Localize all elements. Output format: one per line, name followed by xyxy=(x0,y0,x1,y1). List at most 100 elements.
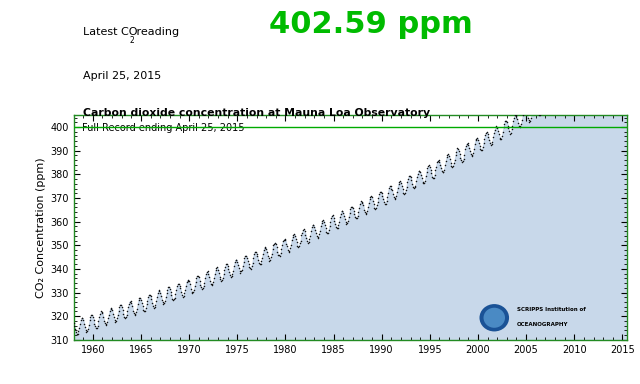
Point xyxy=(480,132,490,138)
Point xyxy=(182,278,193,284)
Ellipse shape xyxy=(484,308,505,328)
Point xyxy=(410,184,420,190)
Point xyxy=(433,157,443,164)
Point xyxy=(476,147,486,153)
Point xyxy=(476,146,486,152)
Point xyxy=(389,196,399,202)
Point xyxy=(521,107,531,113)
Point xyxy=(415,169,426,175)
Point xyxy=(355,201,365,207)
Text: April 25, 2015: April 25, 2015 xyxy=(83,71,161,81)
Point xyxy=(511,112,521,118)
Point xyxy=(232,259,243,265)
Point xyxy=(280,237,291,243)
Point xyxy=(210,271,220,277)
Point xyxy=(244,264,255,270)
Point xyxy=(326,215,336,221)
Point xyxy=(398,190,408,196)
Point xyxy=(536,109,546,115)
Point xyxy=(308,222,318,228)
Point xyxy=(129,310,139,316)
Point xyxy=(101,321,111,328)
Point xyxy=(195,282,205,288)
Point xyxy=(506,129,516,136)
Point xyxy=(329,218,339,224)
Point xyxy=(589,67,600,73)
Point xyxy=(93,323,103,329)
Point xyxy=(397,186,408,192)
Point xyxy=(272,249,282,255)
Point xyxy=(528,103,538,109)
Point xyxy=(302,238,312,244)
Point xyxy=(385,184,396,190)
Point xyxy=(250,249,260,255)
Point xyxy=(460,152,470,158)
Point xyxy=(414,168,424,174)
Point xyxy=(255,261,266,267)
Point xyxy=(442,154,452,161)
Point xyxy=(606,50,616,56)
Point xyxy=(189,287,199,293)
Point xyxy=(388,194,399,200)
Point xyxy=(502,119,512,125)
Point xyxy=(560,86,570,93)
Point xyxy=(547,91,557,97)
Point xyxy=(602,68,612,74)
Point xyxy=(205,278,215,284)
Point xyxy=(404,173,414,179)
Point xyxy=(596,56,607,63)
Point xyxy=(514,122,524,129)
Point xyxy=(497,133,507,139)
Point xyxy=(577,72,587,78)
Y-axis label: CO₂ Concentration (ppm): CO₂ Concentration (ppm) xyxy=(36,157,46,298)
Point xyxy=(412,174,422,180)
Point xyxy=(71,329,81,335)
Point xyxy=(290,233,300,239)
Point xyxy=(570,80,580,86)
Point xyxy=(179,293,189,300)
Point xyxy=(252,253,262,259)
Point xyxy=(84,317,95,323)
Point xyxy=(447,164,458,170)
Point xyxy=(196,284,206,290)
Point xyxy=(159,300,170,306)
Point xyxy=(417,175,427,181)
Point xyxy=(467,152,477,158)
Point xyxy=(337,208,348,214)
Point xyxy=(406,174,416,180)
Point xyxy=(199,280,209,286)
Point xyxy=(204,274,214,280)
Point xyxy=(120,315,130,321)
Point xyxy=(461,141,472,147)
Point xyxy=(230,257,241,263)
Point xyxy=(221,261,232,267)
Point xyxy=(601,68,611,74)
Point xyxy=(520,106,530,112)
Point xyxy=(383,190,393,196)
Point xyxy=(597,56,607,62)
Point xyxy=(115,302,125,308)
Point xyxy=(577,70,588,76)
Point xyxy=(173,281,183,287)
Point xyxy=(593,74,603,80)
Point xyxy=(106,306,116,312)
Point xyxy=(237,267,247,273)
Point xyxy=(469,146,479,152)
Point xyxy=(168,297,178,303)
Point xyxy=(569,76,579,83)
Point xyxy=(495,135,505,141)
Text: OCEANOGRAPHY: OCEANOGRAPHY xyxy=(517,322,568,327)
Point xyxy=(409,185,419,191)
Point xyxy=(394,180,404,187)
Point xyxy=(374,191,385,197)
Point xyxy=(300,228,310,234)
Point xyxy=(134,297,144,303)
Point xyxy=(269,241,279,247)
Point xyxy=(224,269,234,275)
Point xyxy=(122,312,132,318)
Point xyxy=(191,275,202,281)
Point xyxy=(143,294,154,300)
Point xyxy=(428,175,438,181)
Point xyxy=(538,96,548,103)
Point xyxy=(509,115,519,121)
